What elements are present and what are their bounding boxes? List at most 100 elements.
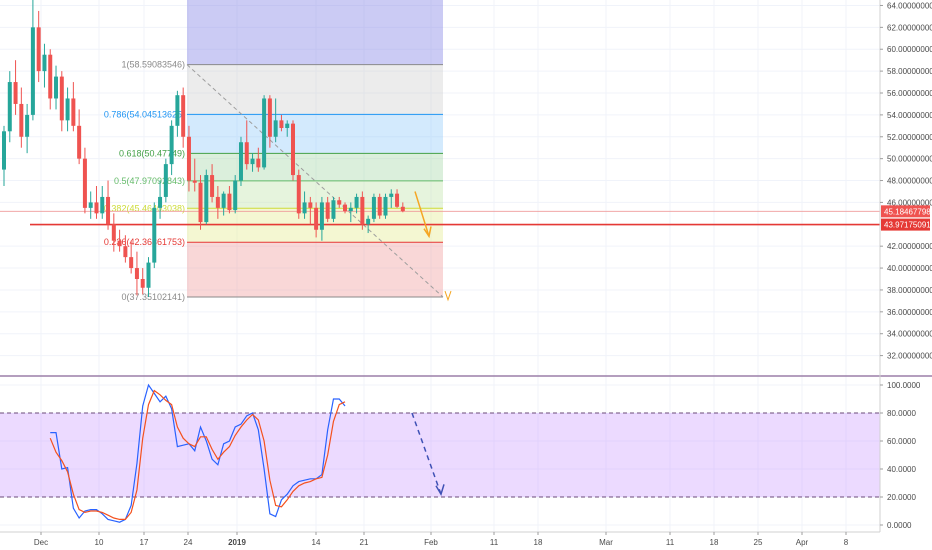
price-tick-label: 58.00000000	[887, 67, 932, 76]
osc-tick-label: 0.0000	[887, 521, 912, 530]
fib-level-label: 0.786(54.04513625)	[104, 109, 185, 119]
arrow-shaft	[414, 191, 430, 237]
price-axis[interactable]: 64.00000000 62.00000000 60.00000000 58.0000…	[879, 0, 932, 532]
candle-body	[88, 202, 93, 208]
price-forecast-arrow[interactable]	[414, 191, 452, 302]
time-tick-label: 2019	[228, 538, 246, 547]
candle-body	[389, 193, 394, 197]
candle-body	[192, 180, 197, 183]
price-tick-label: 48.00000000	[887, 177, 932, 186]
candle-body	[140, 279, 145, 288]
candle-body	[19, 103, 24, 137]
fib-level-label: 0.236(42.36361753)	[104, 237, 185, 247]
candle-body	[400, 206, 405, 212]
candle-body	[77, 125, 82, 159]
candle-body	[169, 125, 174, 165]
candlestick-series	[2, 0, 405, 298]
osc-tick-label: 80.0000	[887, 409, 916, 418]
candle-body	[238, 142, 243, 181]
fib-level-label: 0.382(45.46403038)	[104, 203, 185, 213]
candle-body	[383, 196, 388, 216]
time-axis[interactable]: Dec 10 17 24 2019 14 21 Feb 11 18 Mar 11 18 25 Apr 8	[0, 531, 880, 547]
price-tick-label: 40.00000000	[887, 264, 932, 273]
candle-body	[377, 196, 382, 216]
candle-body	[343, 204, 348, 212]
osc-tick-label: 100.0000	[887, 381, 921, 390]
stochastic-oscillator-panel	[0, 375, 932, 523]
price-tag-label: 45.18467798	[884, 207, 931, 216]
candle-body	[302, 202, 307, 214]
time-tick-label: 10	[95, 538, 104, 547]
price-tag	[881, 205, 930, 218]
candle-body	[13, 82, 18, 104]
candle-body	[123, 246, 128, 258]
candle-body	[279, 120, 284, 129]
candle-body	[262, 98, 267, 168]
candle-body	[82, 158, 87, 208]
candle-body	[181, 95, 186, 137]
candle-body	[285, 123, 290, 129]
candle-body	[59, 76, 64, 121]
time-tick-label: 18	[534, 538, 543, 547]
osc-tick-label: 40.0000	[887, 465, 916, 474]
candle-body	[348, 207, 353, 212]
price-tick-label: 62.00000000	[887, 23, 932, 32]
candle-body	[319, 202, 324, 230]
fib-level-label: 0.618(50.47749)	[119, 148, 185, 158]
time-tick-label: 25	[754, 538, 763, 547]
fib-zone	[187, 242, 443, 298]
stoch-band	[0, 413, 880, 497]
candle-body	[325, 202, 330, 219]
candle-body	[296, 175, 301, 214]
candle-body	[395, 193, 400, 207]
time-tick-label: 14	[312, 538, 321, 547]
fib-zone	[187, 153, 443, 181]
time-tick-label: 11	[490, 538, 499, 547]
price-tick-label: 36.00000000	[887, 308, 932, 317]
price-tick-label: 54.00000000	[887, 111, 932, 120]
fib-level-label: 0(37.35102141)	[121, 292, 185, 302]
candle-body	[30, 27, 35, 115]
candle-body	[371, 196, 376, 219]
time-tick-label: 11	[666, 538, 675, 547]
candle-body	[54, 76, 59, 99]
price-tick-label: 56.00000000	[887, 89, 932, 98]
candle-body	[65, 98, 70, 121]
candle-body	[163, 164, 168, 197]
time-tick-label: Feb	[424, 538, 438, 547]
candle-body	[7, 82, 12, 132]
candle-body	[215, 196, 220, 208]
candle-body	[233, 180, 238, 211]
candle-body	[129, 257, 134, 269]
fib-zone	[187, 64, 443, 115]
horizontal-line[interactable]	[0, 210, 880, 226]
price-tick-label: 38.00000000	[887, 286, 932, 295]
time-tick-label: 18	[710, 538, 719, 547]
candle-body	[100, 196, 105, 214]
candle-body	[186, 136, 191, 181]
stoch-d-line	[49, 389, 346, 521]
candle-body	[146, 262, 151, 288]
candle-body	[204, 175, 209, 223]
candle-body	[273, 120, 278, 137]
candle-body	[175, 95, 180, 126]
candle-body	[198, 182, 203, 223]
candle-body	[360, 196, 365, 225]
time-tick-label: 24	[184, 538, 193, 547]
fib-level-label: 1(58.59083546)	[121, 60, 185, 70]
candle-body	[291, 123, 295, 176]
time-tick-label: 17	[140, 538, 149, 547]
osc-arrow-head	[435, 484, 445, 497]
price-tag	[881, 218, 930, 231]
candle-body	[256, 158, 261, 168]
candle-body	[354, 196, 359, 208]
candle-body	[71, 98, 76, 126]
candle-body	[308, 202, 313, 208]
candle-body	[36, 27, 41, 72]
candle-body	[366, 218, 371, 225]
fibonacci-retracement[interactable]: 1(58.59083546) 0.786(54.04513625) 0.618(50…	[104, 0, 444, 302]
price-tick-label: 64.00000000	[887, 1, 932, 10]
price-tick-label: 32.00000000	[887, 352, 932, 361]
